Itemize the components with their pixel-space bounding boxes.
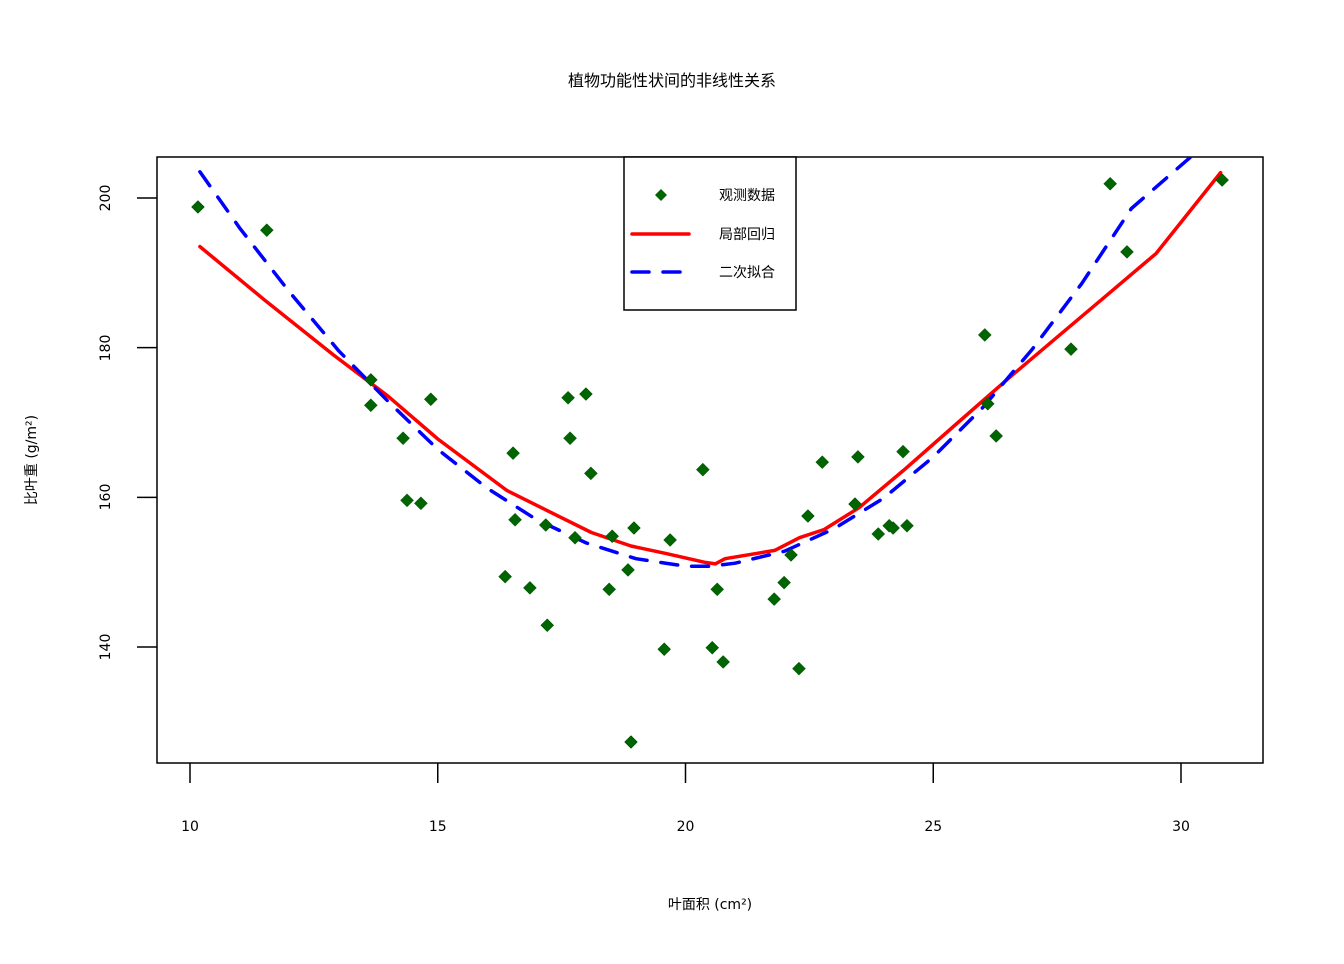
data-point-diamond (777, 575, 791, 590)
data-point-diamond (602, 582, 617, 597)
data-point-diamond (801, 509, 815, 523)
x-tick-label: 20 (676, 819, 695, 835)
data-point-diamond (506, 446, 520, 461)
y-tick-label: 140 (98, 633, 114, 661)
data-point-diamond (561, 390, 575, 405)
data-point-diamond (259, 223, 274, 238)
data-point-diamond (851, 450, 865, 464)
data-point-diamond (191, 200, 205, 214)
data-point-diamond (1103, 176, 1117, 191)
data-point-diamond (627, 521, 641, 535)
data-point-diamond (705, 640, 720, 655)
data-point-diamond (792, 661, 806, 676)
data-point-diamond (980, 396, 995, 411)
axes (137, 197, 1182, 783)
legend-label-quadratic: 二次拟合 (719, 265, 775, 281)
y-tick-label: 160 (98, 483, 114, 511)
y-tick-label: 200 (98, 184, 114, 212)
x-axis-label: 叶面积 (cm²) (667, 897, 753, 913)
data-point-diamond (605, 529, 620, 544)
data-point-diamond (716, 655, 731, 669)
loess-line (198, 170, 1223, 566)
data-point-diamond (568, 530, 582, 545)
data-point-diamond (423, 392, 438, 407)
legend-label-observed: 观测数据 (719, 188, 775, 204)
data-point-diamond (815, 455, 830, 470)
data-point-diamond (989, 429, 1004, 443)
data-point-diamond (400, 493, 414, 508)
data-point-diamond (364, 372, 378, 387)
x-tick-label: 15 (428, 819, 447, 835)
data-point-diamond (663, 533, 677, 547)
data-point-diamond (657, 642, 672, 657)
y-tick-label: 180 (98, 334, 114, 362)
data-point-diamond (414, 496, 428, 511)
data-point-diamond (695, 462, 710, 477)
legend (623, 156, 797, 311)
legend-label-loess: 局部回归 (719, 227, 775, 243)
y-axis-label: 比叶重 (g/m²) (24, 414, 40, 506)
x-tick-label: 30 (1172, 819, 1190, 835)
data-point-diamond (896, 444, 910, 459)
data-point-diamond (523, 581, 537, 595)
data-point-diamond (621, 563, 635, 577)
data-point-diamond (508, 512, 522, 527)
data-point-diamond (871, 527, 886, 541)
quadratic-fit-line (198, 157, 1193, 568)
x-tick-label: 10 (181, 819, 199, 835)
data-point-diamond (498, 569, 512, 584)
data-point-diamond (1215, 173, 1229, 187)
data-point-diamond (767, 592, 782, 606)
data-point-diamond (900, 518, 914, 533)
data-point-diamond (848, 497, 862, 511)
data-point-diamond (977, 328, 992, 342)
data-point-diamond (538, 518, 553, 532)
chart-title: 植物功能性状间的非线性关系 (567, 71, 776, 90)
data-series (191, 157, 1229, 749)
data-point-diamond (1064, 342, 1078, 357)
data-point-diamond (584, 466, 598, 481)
data-point-diamond (396, 431, 410, 446)
data-point-diamond (710, 582, 725, 597)
data-point-diamond (563, 431, 577, 446)
data-point-diamond (1120, 245, 1134, 259)
data-point-diamond (624, 735, 638, 749)
data-point-diamond (886, 521, 900, 535)
data-point-diamond (540, 618, 555, 633)
x-tick-label: 25 (924, 819, 943, 835)
legend-marker-diamond-icon (655, 189, 667, 201)
data-point-diamond (364, 398, 378, 413)
data-point-diamond (579, 387, 593, 401)
data-point-diamond (784, 548, 798, 562)
